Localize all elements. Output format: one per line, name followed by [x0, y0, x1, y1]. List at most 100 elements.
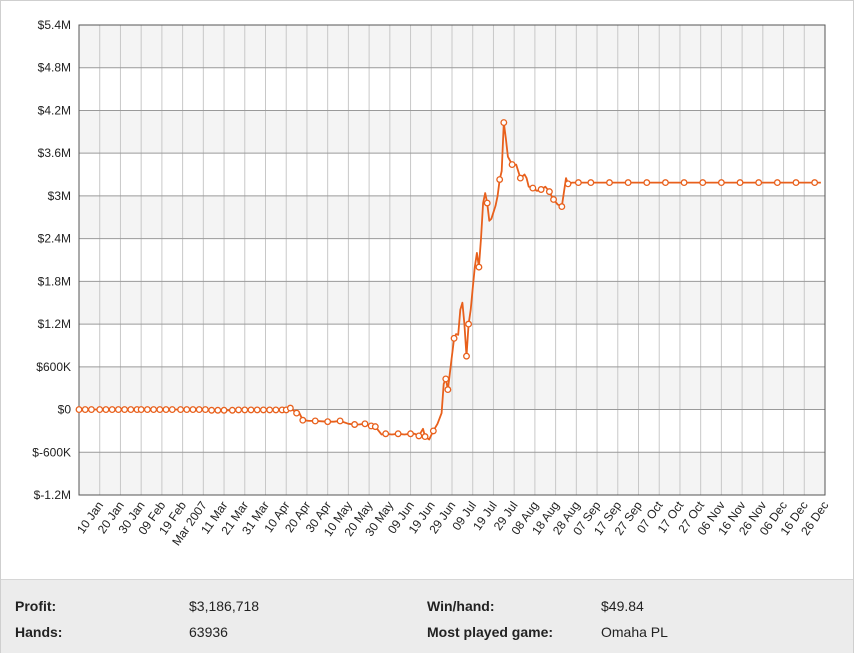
data-point	[177, 406, 184, 413]
data-point	[407, 430, 415, 438]
data-point	[87, 406, 95, 413]
data-point	[500, 119, 508, 127]
data-point	[587, 179, 595, 187]
data-point	[96, 406, 104, 413]
data-point	[247, 406, 255, 414]
data-point	[516, 174, 524, 182]
data-point	[371, 423, 379, 431]
data-point	[81, 406, 89, 413]
data-point	[324, 418, 332, 426]
data-point	[266, 406, 274, 414]
data-point	[537, 186, 545, 193]
y-tick-label: $4.2M	[38, 103, 71, 117]
profit-value: $3,186,718	[189, 598, 260, 614]
data-point	[508, 161, 516, 169]
data-point	[208, 406, 216, 414]
y-tick-label: $-1.2M	[34, 488, 71, 502]
data-point	[168, 406, 176, 413]
y-tick-label: $5.4M	[38, 18, 71, 32]
plot-border	[78, 24, 826, 496]
data-point	[643, 179, 651, 187]
win-per-hand-label: Win/hand:	[427, 598, 495, 614]
data-point	[293, 409, 301, 417]
data-point	[382, 430, 390, 438]
data-point	[241, 406, 249, 414]
data-point	[143, 406, 151, 413]
data-point	[102, 406, 110, 413]
data-point	[463, 352, 470, 360]
data-point	[156, 406, 164, 413]
data-point	[189, 406, 197, 413]
profit-chart: 10 Jan 20 Jan 30 Jan 09 Feb 19 Feb Mar 2007 11…	[1, 1, 853, 579]
data-point	[394, 430, 402, 438]
y-tick-label: $600K	[36, 360, 71, 374]
y-tick-label: $1.8M	[38, 274, 71, 288]
data-point	[699, 179, 707, 187]
hands-label: Hands:	[15, 624, 63, 640]
data-point	[361, 420, 369, 428]
data-point	[661, 179, 669, 187]
data-point	[755, 179, 763, 187]
data-point	[606, 179, 613, 187]
y-tick-label: $2.4M	[38, 232, 71, 246]
data-point	[811, 179, 819, 187]
data-point	[421, 433, 429, 441]
data-point	[415, 432, 423, 440]
data-point	[220, 406, 228, 414]
data-point	[150, 406, 158, 413]
y-tick-label: $-600K	[32, 445, 71, 459]
data-point	[127, 406, 135, 413]
data-point	[792, 179, 800, 187]
data-point	[75, 406, 83, 413]
most-played-game-value: Omaha PL	[601, 624, 668, 640]
data-point	[529, 184, 537, 192]
data-point	[475, 263, 483, 271]
data-point	[195, 406, 203, 413]
profit-label: Profit:	[15, 598, 57, 614]
y-tick-label: $4.8M	[38, 61, 71, 75]
data-point	[228, 406, 236, 414]
data-point	[558, 203, 566, 211]
data-point	[736, 179, 744, 187]
data-point	[311, 417, 319, 425]
y-tick-label: $1.2M	[38, 317, 71, 331]
data-point	[351, 421, 359, 428]
data-point	[201, 406, 209, 413]
data-point	[483, 199, 491, 207]
data-point	[773, 179, 781, 187]
data-point	[450, 334, 458, 342]
data-point	[545, 188, 553, 196]
data-point	[253, 406, 261, 414]
data-point	[465, 320, 473, 328]
data-point	[444, 386, 452, 394]
hands-value: 63936	[189, 624, 228, 640]
data-point	[235, 406, 243, 414]
data-point	[496, 176, 504, 183]
y-tick-label: $3.6M	[38, 146, 71, 160]
data-point	[717, 179, 725, 187]
win-per-hand-value: $49.84	[601, 598, 644, 614]
data-point	[137, 406, 145, 413]
data-point	[259, 406, 267, 414]
most-played-game-label: Most played game:	[427, 624, 554, 640]
data-point	[114, 406, 122, 413]
data-point	[108, 406, 116, 413]
data-point	[214, 406, 222, 414]
data-point	[183, 406, 191, 413]
data-point	[286, 404, 294, 412]
data-point	[162, 406, 170, 413]
data-point	[564, 180, 572, 188]
data-point	[429, 427, 437, 435]
y-tick-label: $3M	[48, 189, 71, 203]
data-point	[336, 417, 344, 425]
data-point	[574, 179, 582, 187]
data-point	[680, 179, 688, 187]
y-tick-label: $0	[58, 403, 72, 417]
data-point	[272, 406, 280, 414]
data-point	[550, 196, 557, 203]
data-point	[624, 179, 632, 187]
data-point	[442, 375, 450, 383]
data-point	[299, 416, 307, 424]
